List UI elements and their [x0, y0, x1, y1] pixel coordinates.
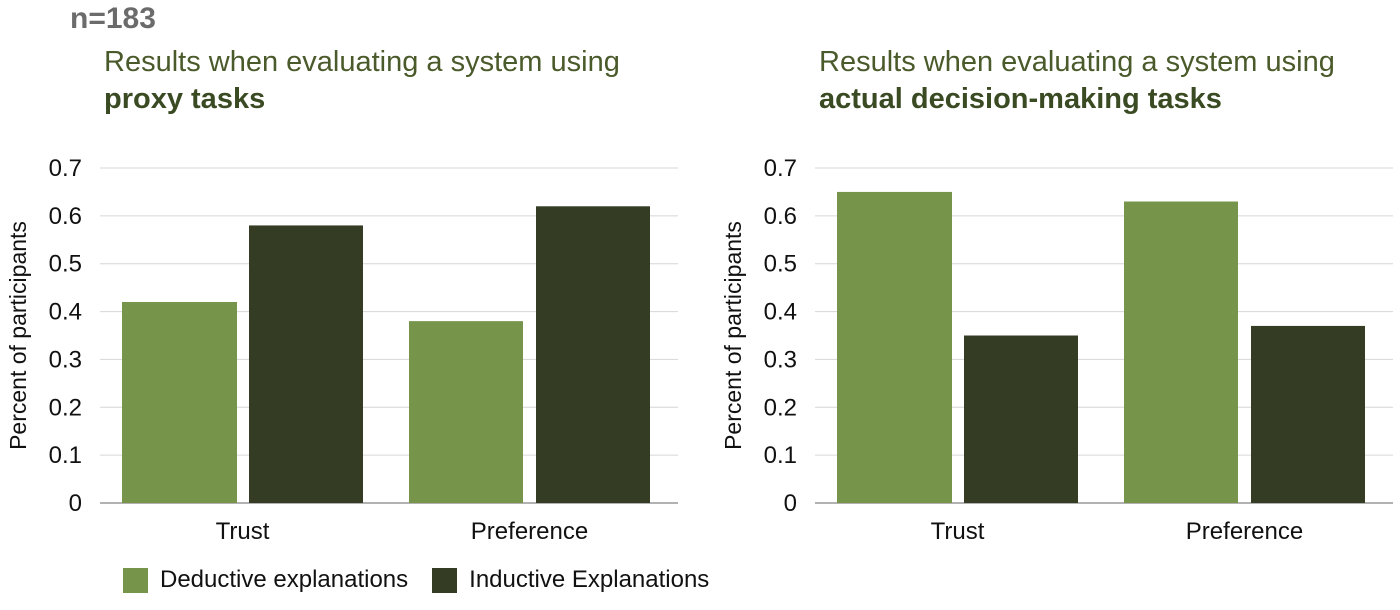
- y-tick-label: 0.7: [764, 155, 797, 182]
- chart-1: 0 0.1 0.2 0.3 0.4 0.5 0.6 0.7 Percent of partici…: [720, 155, 1393, 545]
- legend-swatch-inductive: [432, 567, 458, 593]
- bar-deductive-preference: [409, 321, 523, 503]
- sample-size-label: n=183: [70, 2, 156, 35]
- bar-deductive-trust: [122, 302, 237, 503]
- bar-inductive-preference: [1251, 325, 1365, 503]
- y-tick-label: 0.2: [764, 394, 797, 421]
- y-tick-label: 0.3: [764, 346, 797, 373]
- legend-swatch-deductive: [123, 567, 148, 593]
- legend: Deductive explanations Inductive Explana…: [123, 566, 733, 594]
- bar-deductive-trust: [837, 191, 952, 503]
- y-tick-label: 0.1: [49, 442, 82, 469]
- chart-0: 0 0.1 0.2 0.3 0.4 0.5 0.6 0.7 Percent of partici…: [5, 155, 678, 545]
- bar-deductive-preference: [1124, 201, 1238, 503]
- y-tick-label: 0.3: [49, 346, 82, 373]
- y-tick-label: 0.7: [49, 155, 82, 182]
- y-tick-label: 0.5: [49, 251, 82, 278]
- right-chart-title-line1: Results when evaluating a system using: [819, 46, 1335, 78]
- legend-label-deductive: Deductive explanations: [160, 566, 409, 593]
- x-category-label: Preference: [1186, 518, 1303, 545]
- y-tick-label: 0.4: [764, 299, 797, 326]
- y-tick-label: 0.6: [49, 203, 82, 230]
- y-tick-label: 0.4: [49, 299, 82, 326]
- left-chart-title-line1: Results when evaluating a system using: [104, 46, 620, 78]
- legend-item-inductive: Inductive Explanations: [432, 566, 709, 594]
- legend-item-deductive: Deductive explanations: [123, 566, 408, 594]
- left-chart-title: Results when evaluating a system using p…: [104, 44, 620, 118]
- left-chart-title-line2: proxy tasks: [104, 83, 266, 115]
- y-tick-label: 0.6: [764, 203, 797, 230]
- right-chart-title: Results when evaluating a system using a…: [819, 44, 1335, 118]
- y-tick-label: 0: [784, 490, 797, 517]
- right-chart-title-line2: actual decision-making tasks: [819, 83, 1222, 115]
- x-category-label: Trust: [216, 518, 270, 545]
- bar-inductive-trust: [249, 225, 363, 503]
- y-tick-label: 0.2: [49, 394, 82, 421]
- y-tick-label: 0: [69, 490, 82, 517]
- x-category-label: Preference: [471, 518, 588, 545]
- y-axis-label: Percent of participants: [5, 221, 31, 450]
- x-category-label: Trust: [931, 518, 985, 545]
- y-tick-label: 0.5: [764, 251, 797, 278]
- bar-inductive-preference: [536, 206, 650, 504]
- legend-label-inductive: Inductive Explanations: [469, 566, 710, 593]
- y-axis-label: Percent of participants: [720, 221, 746, 450]
- y-tick-label: 0.1: [764, 442, 797, 469]
- bar-inductive-trust: [964, 335, 1078, 503]
